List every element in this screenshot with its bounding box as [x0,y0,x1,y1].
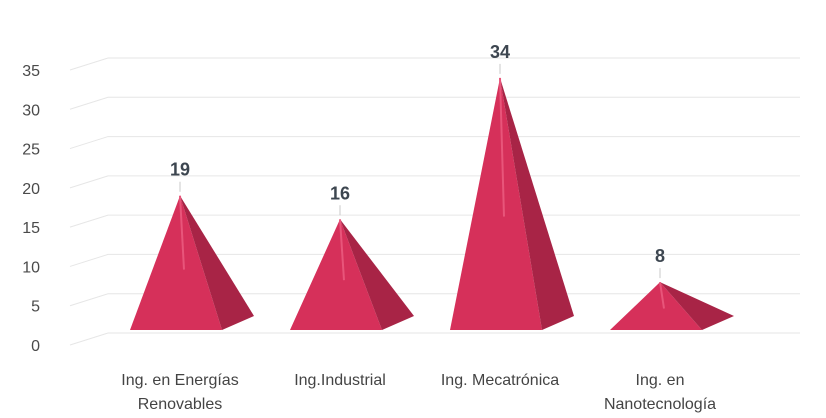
pyramid-side-face [660,282,734,330]
gridline [69,253,800,267]
category-labels: Ing. en Energías Renovables Ing.Industrial… [121,372,716,413]
pyramid-bars [130,77,734,330]
pyramid-highlight [179,195,185,270]
data-label: 8 [655,246,665,266]
pyramid-front-face [610,282,702,330]
pyramid-highlight [659,281,665,309]
pyramid-front-face [130,195,222,330]
pyramid-bar [130,195,254,330]
category-label-line: Ing. en [636,372,685,389]
pyramid-front-face [450,77,542,330]
pyramid-highlight [499,77,505,217]
pyramid-front-face [290,219,382,330]
category-label-line: Renovables [138,396,223,413]
gridline [69,96,800,110]
gridline [69,136,800,150]
gridlines [69,57,800,346]
y-tick-label: 35 [22,63,40,80]
gridline [69,175,800,189]
gridline [69,214,800,228]
gridline [69,332,800,346]
category-label: Ing. en Energías Renovables [121,372,238,413]
y-tick-label: 25 [22,142,40,159]
y-tick-label: 10 [22,259,40,276]
data-labels: 19 16 34 8 [170,42,665,279]
y-tick-label: 30 [22,102,40,119]
category-label: Ing. Mecatrónica [441,372,559,389]
category-label-line: Ing.Industrial [294,372,386,389]
y-axis-ticks: 0 5 10 15 20 25 30 35 [22,63,40,355]
y-tick-label: 5 [31,299,40,316]
y-tick-label: 0 [31,338,40,355]
pyramid-highlight [339,219,345,281]
category-label-line: Nanotecnología [604,396,716,413]
gridline [69,293,800,307]
category-label: Ing.Industrial [294,372,386,389]
y-tick-label: 15 [22,220,40,237]
pyramid-bar [450,77,574,330]
category-label-line: Ing. Mecatrónica [441,372,559,389]
gridline [69,57,800,71]
data-label: 16 [330,183,350,203]
y-tick-label: 20 [22,181,40,198]
pyramid-bar [610,281,734,330]
data-label: 19 [170,160,190,180]
pyramid-side-face [180,195,254,330]
category-label: Ing. en Nanotecnología [604,372,716,413]
data-label: 34 [490,42,510,62]
category-label-line: Ing. en Energías [121,372,238,389]
pyramid-bar [290,219,414,330]
pyramid-side-face [340,219,414,330]
pyramid-side-face [500,77,574,330]
